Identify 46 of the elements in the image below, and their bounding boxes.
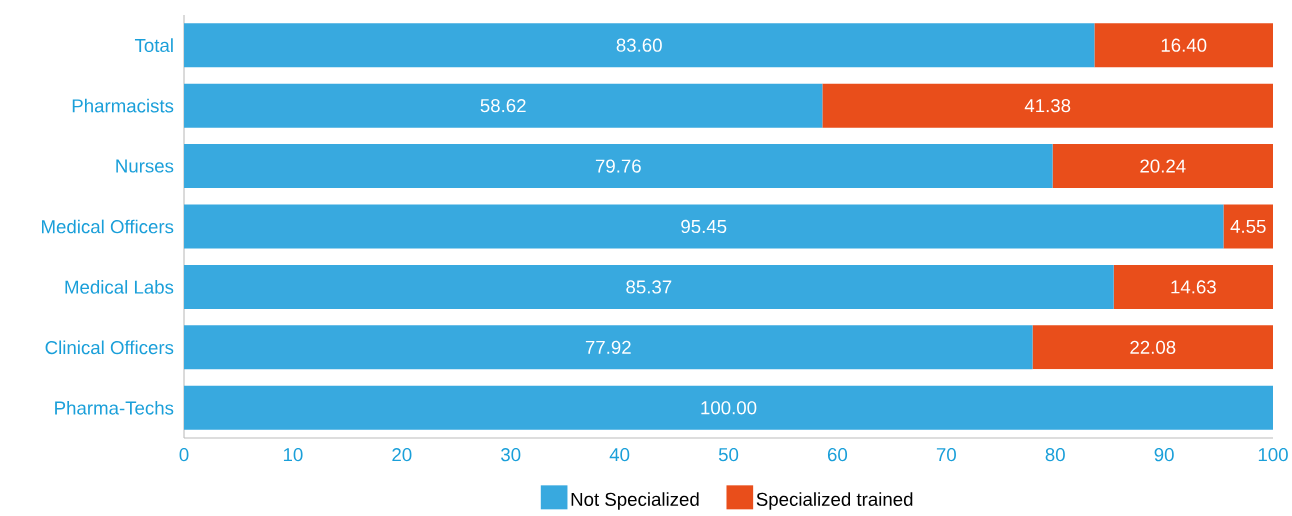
bar — [1113, 264, 1273, 309]
bar — [1052, 144, 1273, 189]
data-label: 79.76 — [595, 159, 641, 173]
x-tick-label: 80 — [1045, 448, 1065, 462]
data-label: 41.38 — [1024, 99, 1071, 113]
data-label: 83.60 — [616, 38, 662, 52]
y-tick-label: Medical Labs — [65, 280, 174, 294]
bar — [1094, 23, 1273, 68]
data-label: 100.00 — [701, 401, 757, 415]
x-tick-label: 30 — [501, 448, 521, 462]
data-label: 95.45 — [681, 219, 727, 234]
y-tick-label: Pharma-Techs — [55, 400, 174, 415]
data-label: 77.92 — [585, 340, 631, 354]
data-label: 22.08 — [1130, 340, 1176, 354]
x-tick-label: 40 — [609, 448, 630, 462]
x-tick-label: 0 — [179, 448, 189, 462]
legend-label: Not Specialized — [571, 492, 699, 510]
bar — [184, 83, 823, 128]
legend-label: Specialized trained — [756, 492, 913, 510]
y-tick-label: Nurses — [116, 159, 174, 173]
bar — [184, 23, 1095, 68]
bar — [1223, 204, 1273, 249]
x-tick-label: 50 — [718, 448, 739, 462]
x-tick-label: 20 — [392, 448, 412, 462]
data-label: 16.40 — [1161, 38, 1207, 52]
bar — [1032, 325, 1273, 370]
bar — [184, 264, 1114, 309]
bar — [184, 144, 1053, 189]
x-tick-label: 10 — [283, 448, 303, 462]
x-tick-label: 70 — [936, 448, 956, 462]
x-tick-label: 90 — [1154, 448, 1174, 462]
x-tick-label: 100 — [1258, 448, 1288, 462]
bar — [184, 204, 1224, 249]
data-label: 58.62 — [480, 99, 526, 113]
y-tick-label: Medical Officers — [42, 219, 174, 234]
bar — [184, 385, 1273, 430]
data-label: 4.55 — [1230, 219, 1266, 234]
data-label: 85.37 — [626, 280, 672, 294]
y-tick-label: Pharmacists — [72, 98, 174, 113]
y-tick-label: Total — [134, 38, 173, 53]
y-tick-label: Clinical Officers — [45, 340, 174, 355]
bar — [184, 325, 1033, 370]
data-label: 14.63 — [1171, 280, 1216, 294]
x-tick-label: 60 — [827, 448, 848, 462]
bar — [822, 83, 1273, 128]
data-label: 20.24 — [1140, 159, 1186, 173]
